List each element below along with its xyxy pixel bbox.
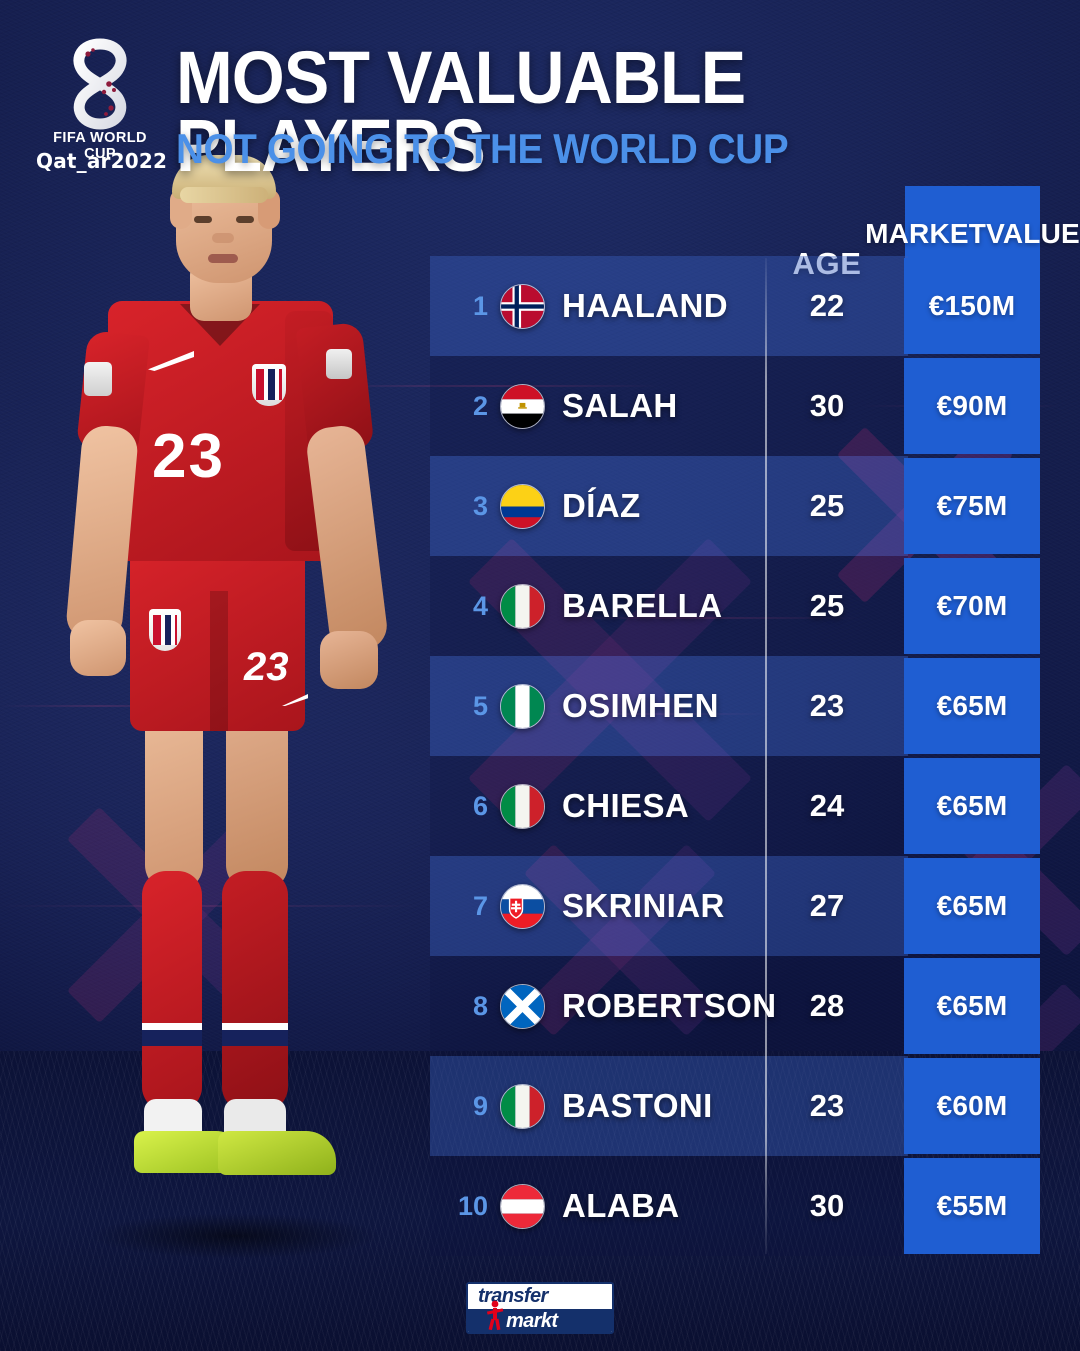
player-age: 28 [809,988,845,1023]
rank-number: 4 [472,590,488,621]
player-market-value: €65M [904,958,1040,1054]
flag-icon-italy [500,784,545,829]
flag-icon-italy [500,584,545,629]
flag-icon-egypt [500,384,545,429]
column-header-age: AGE [792,245,862,281]
player-age: 30 [809,1188,845,1223]
player-name: ROBERTSON [562,987,777,1024]
flag-icon-italy [500,1084,545,1129]
rank-number: 9 [472,1090,488,1121]
player-market-value: €65M [904,758,1040,854]
player-name: CHIESA [562,787,690,824]
player-market-value: €65M [904,858,1040,954]
table-row[interactable]: 10 ALABA 30 €55M [430,1156,1040,1256]
player-name: OSIMHEN [562,687,719,724]
transfermarkt-logo-bottom [468,1309,612,1332]
flag-icon-norway [500,284,545,329]
rank-number: 1 [472,290,488,321]
table-row[interactable]: 6 CHIESA 24 €65M [430,756,1040,856]
rank-number: 8 [472,990,488,1021]
fifa-world-cup-logo: FIFA WORLD CUP Qat_ar2022 [36,36,168,176]
player-age: 27 [809,888,845,923]
transfermarkt-logo[interactable]: transfer markt [466,1282,614,1334]
player-age: 25 [809,488,845,523]
player-age: 24 [809,788,845,823]
flag-icon-slovakia [500,884,545,929]
player-name: BARELLA [562,587,723,624]
player-market-value: €150M [904,258,1040,354]
market-value-header-line1: MARKET [865,218,987,250]
player-market-value: €60M [904,1058,1040,1154]
fifa-logo-line2: Qat_ar2022 [36,149,168,173]
table-row[interactable]: 5 OSIMHEN 23 €65M [430,656,1040,756]
market-value-header-line2: VALUE [986,218,1080,250]
table-row[interactable]: 9 BASTONI 23 €60M [430,1056,1040,1156]
table-row[interactable]: 2 SALAH 30 €90M [430,356,1040,456]
player-name: SALAH [562,387,678,424]
flag-icon-nigeria [500,684,545,729]
fifa-logo-line1: FIFA WORLD CUP [53,130,147,162]
rank-number: 5 [472,690,488,721]
rank-number: 6 [472,790,488,821]
player-name: DÍAZ [562,487,641,524]
player-age: 25 [809,588,845,623]
player-market-value: €70M [904,558,1040,654]
player-name: HAALAND [562,287,728,324]
table-row[interactable]: 7 SKRINIAR 27 €65M [430,856,1040,956]
table-row[interactable]: 4 BARELLA 25 €70M [430,556,1040,656]
table-row[interactable]: 8 ROBERTSON 28 €65M [430,956,1040,1056]
rank-number: 7 [472,890,488,921]
players-table: 1 HAALAND 22 €150M 2 SALAH 30 €90M 3 DÍAZ 25 €75M 4 B… [430,256,1040,1256]
decorative-streak [0,905,420,907]
player-age: 23 [809,688,845,723]
player-market-value: €75M [904,458,1040,554]
transfermarkt-word-markt: markt [506,1310,558,1332]
flag-icon-colombia [500,484,545,529]
decorative-streak [330,385,660,387]
transfermarkt-player-icon [486,1300,504,1331]
page-title: MOST VALUABLE PLAYERS [176,36,746,188]
player-age: 22 [809,288,845,323]
column-divider [765,258,767,1254]
player-photo: 23 23 [30,151,430,1259]
player-age: 23 [809,1088,845,1123]
decorative-streak [560,617,860,619]
rank-number: 10 [457,1190,488,1221]
table-row[interactable]: 1 HAALAND 22 €150M [430,256,1040,356]
decorative-streak [540,713,770,715]
player-name: SKRINIAR [562,887,725,924]
player-market-value: €90M [904,358,1040,454]
player-market-value: €55M [904,1158,1040,1254]
rank-number: 2 [472,390,488,421]
rank-number: 3 [472,490,488,521]
table-row[interactable]: 3 DÍAZ 25 €75M [430,456,1040,556]
page-subtitle: NOT GOING TO THE WORLD CUP [176,125,789,172]
player-age: 30 [809,388,845,423]
flag-icon-scotland [500,984,545,1029]
player-market-value: €65M [904,658,1040,754]
player-name: BASTONI [562,1087,713,1124]
player-name: ALABA [562,1187,680,1224]
flag-icon-austria [500,1184,545,1229]
decorative-streak [0,705,200,707]
